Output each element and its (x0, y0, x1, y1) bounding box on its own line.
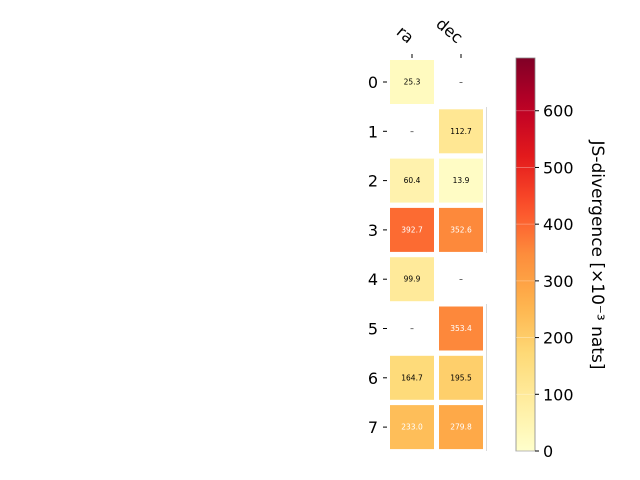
heatmap-cell-5-dec (438, 305, 484, 352)
heatmap-cell-7-dec (438, 404, 484, 451)
row-label-5: 5 (368, 320, 378, 339)
cell-value-label: 60.4 (404, 176, 421, 185)
colorbar-tick-label: 500 (543, 158, 574, 177)
heatmap-cell-0-ra (389, 59, 435, 105)
colorbar-gradient (515, 57, 536, 452)
cell-missing-label: – (459, 78, 463, 87)
cell-missing-label: – (410, 127, 414, 136)
heatmap-cell-6-ra (389, 354, 435, 401)
cell-value-label: 353.4 (450, 324, 472, 333)
cell-value-label: 195.5 (450, 373, 472, 382)
row-label-7: 7 (368, 418, 378, 437)
row-label-3: 3 (368, 221, 378, 240)
colorbar-tick-label: 200 (543, 329, 574, 348)
cell-value-label: 279.8 (450, 423, 472, 432)
cell-value-label: 392.7 (401, 225, 423, 234)
row-label-6: 6 (368, 369, 378, 388)
column-labels: ra dec (393, 14, 467, 58)
heatmap-cell-4-ra (389, 256, 435, 303)
heatmap-cell-2-ra (389, 157, 435, 204)
row-label-0: 0 (368, 73, 378, 92)
heatmap-cell-7-ra (389, 404, 435, 451)
row-labels: 0 1 2 3 4 5 6 7 (368, 73, 387, 437)
heatmap-cell-2-dec (438, 157, 484, 204)
column-label-dec: dec (432, 14, 466, 47)
cell-value-label: 164.7 (401, 373, 423, 382)
heatmap-cell-3-dec (438, 206, 484, 253)
cell-value-label: 352.6 (450, 225, 472, 234)
row-label-4: 4 (368, 270, 378, 289)
cell-value-label: 99.9 (404, 275, 421, 284)
heatmap-cell-1-dec (438, 108, 484, 155)
row-label-2: 2 (368, 172, 378, 191)
column-label-ra: ra (393, 22, 418, 47)
colorbar-tick-label: 300 (543, 272, 574, 291)
cell-value-label: 25.3 (404, 78, 421, 87)
cell-value-label: 13.9 (453, 176, 470, 185)
colorbar-tick-label: 600 (543, 102, 574, 121)
cell-missing-label: – (410, 324, 414, 333)
colorbar-ticks: 0 100 200 300 400 500 600 (516, 102, 574, 461)
colorbar-tick-label: 100 (543, 385, 574, 404)
colorbar-tick-label: 0 (543, 442, 553, 461)
cell-value-label: 112.7 (450, 127, 472, 136)
cell-value-label: 233.0 (401, 423, 423, 432)
colorbar: 0 100 200 300 400 500 600 JS-divergence [×10⁻³… (515, 57, 607, 461)
cell-missing-label: – (459, 275, 463, 284)
heatmap-cell-6-dec (438, 354, 484, 401)
colorbar-tick-label: 400 (543, 215, 574, 234)
heatmap-cell-3-ra (389, 206, 435, 253)
heatmap-cells: 25.3 – – 112.7 60.4 13.9 392.7 352.6 99.9 – – 353.4… (389, 59, 484, 451)
colorbar-label: JS-divergence [×10⁻³ nats] (587, 140, 607, 370)
row-label-1: 1 (368, 122, 378, 141)
